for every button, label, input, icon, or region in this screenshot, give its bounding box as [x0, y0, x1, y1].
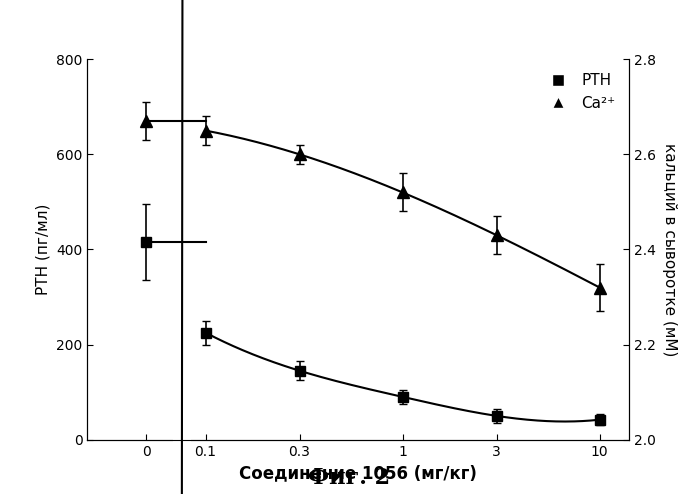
Legend: РТН, Ca²⁺: РТН, Ca²⁺	[537, 67, 621, 117]
X-axis label: Соединение 1056 (мг/кг): Соединение 1056 (мг/кг)	[239, 464, 477, 482]
Text: Фиг. 2: Фиг. 2	[308, 467, 391, 489]
Y-axis label: кальций в сыворотке (мМ): кальций в сыворотке (мМ)	[662, 143, 677, 356]
Y-axis label: РТН (пг/мл): РТН (пг/мл)	[36, 204, 50, 295]
